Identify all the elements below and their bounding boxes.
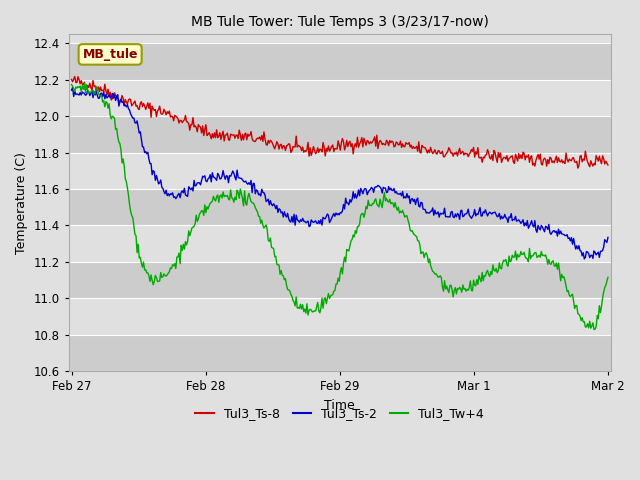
Bar <box>69 262 611 298</box>
Bar <box>69 189 611 226</box>
Bar <box>69 116 611 153</box>
Bar <box>69 80 611 116</box>
Legend: Tul3_Ts-8, Tul3_Ts-2, Tul3_Tw+4: Tul3_Ts-8, Tul3_Ts-2, Tul3_Tw+4 <box>190 403 489 425</box>
Title: MB Tule Tower: Tule Temps 3 (3/23/17-now): MB Tule Tower: Tule Temps 3 (3/23/17-now… <box>191 15 489 29</box>
Text: MB_tule: MB_tule <box>83 48 138 61</box>
Bar <box>69 153 611 189</box>
Bar <box>69 43 611 80</box>
Bar <box>69 298 611 335</box>
Bar <box>69 226 611 262</box>
Y-axis label: Temperature (C): Temperature (C) <box>15 152 28 253</box>
Bar <box>69 335 611 371</box>
X-axis label: Time: Time <box>324 399 355 412</box>
